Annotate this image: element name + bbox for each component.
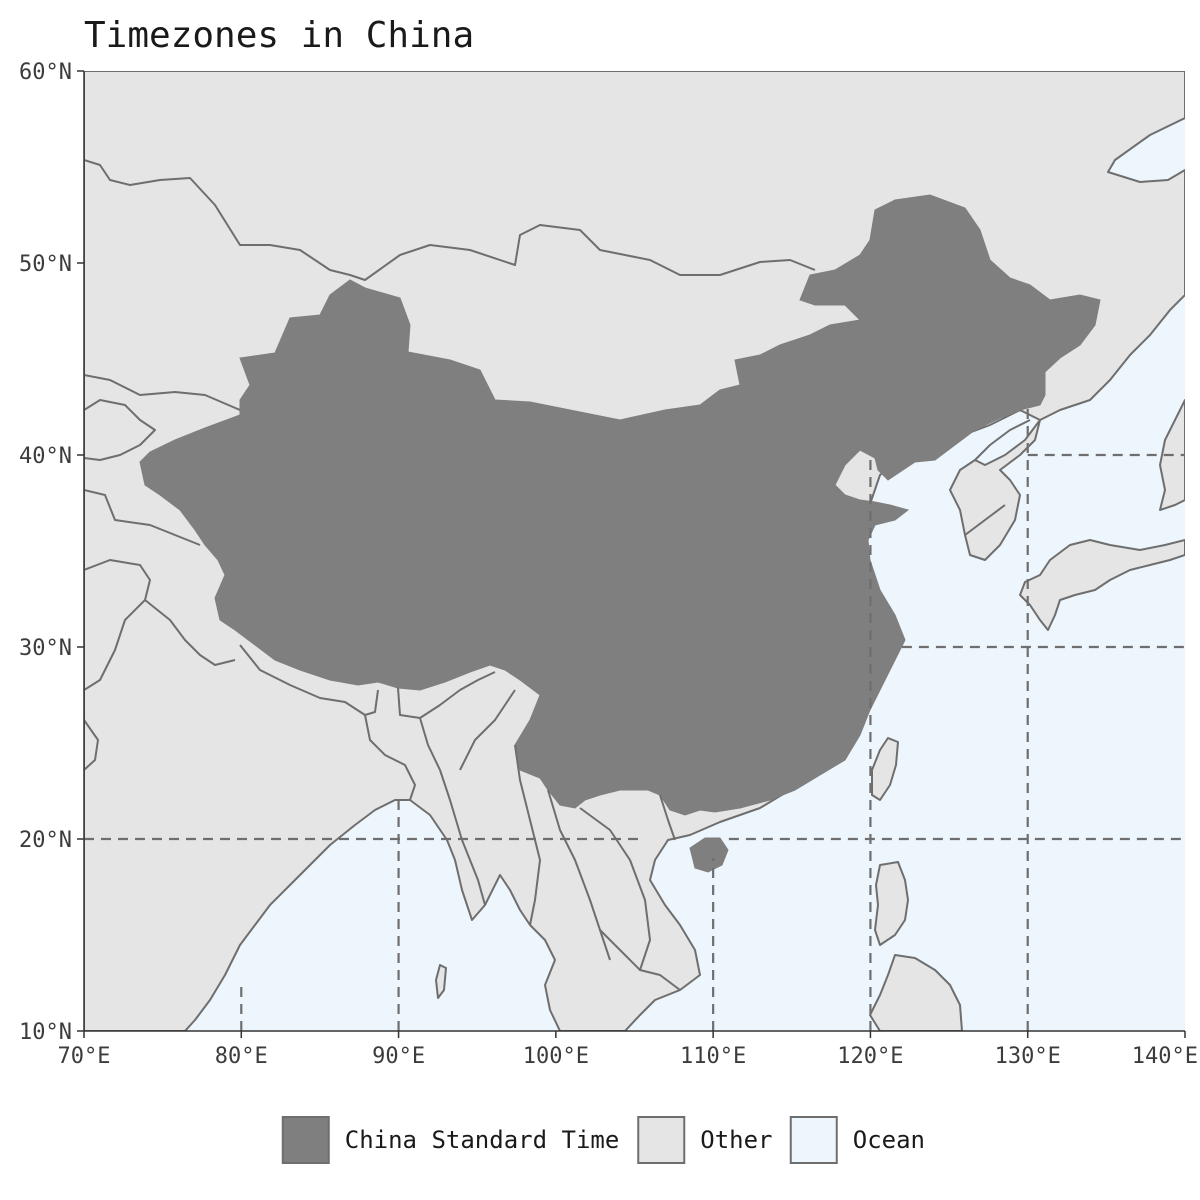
lon-tick-label: 70°E <box>58 1044 111 1069</box>
lon-tick-label: 80°E <box>215 1044 268 1069</box>
lon-tick-label: 90°E <box>372 1044 425 1069</box>
land-andaman <box>435 964 447 999</box>
legend-label: Ocean <box>853 1126 925 1154</box>
legend-label: Other <box>700 1126 772 1154</box>
lat-tick-label: 40°N <box>19 444 72 469</box>
land-hainan <box>689 837 729 873</box>
land-philippines-visayas <box>869 954 963 1031</box>
lat-tick-label: 30°N <box>19 636 72 661</box>
land-philippines-luzon <box>874 861 909 946</box>
lon-tick-label: 110°E <box>680 1044 746 1069</box>
land-taiwan <box>871 737 899 801</box>
map-title: Timezones in China <box>84 15 475 56</box>
legend-label: China Standard Time <box>345 1126 620 1154</box>
land-japan <box>1019 539 1185 631</box>
lon-tick-label: 120°E <box>837 1044 903 1069</box>
lon-tick-label: 130°E <box>995 1044 1061 1069</box>
lat-tick-label: 10°N <box>19 1020 72 1045</box>
timezone-boundaries <box>84 407 1185 1031</box>
legend-swatch <box>281 1116 330 1164</box>
lon-tick-label: 100°E <box>523 1044 589 1069</box>
lat-tick-label: 60°N <box>19 60 72 85</box>
legend: China Standard Time Other Ocean <box>281 1116 925 1164</box>
lat-tick-label: 20°N <box>19 828 72 853</box>
country-borders <box>84 159 1031 991</box>
land-china <box>139 194 1101 816</box>
map-axes: 60°N 50°N 40°N 30°N 20°N 10°N 70°E 80°E 90°E 100… <box>19 60 1198 1069</box>
legend-swatch <box>789 1116 838 1164</box>
legend-swatch <box>637 1116 686 1164</box>
lon-tick-label: 140°E <box>1132 1044 1198 1069</box>
lat-tick-label: 50°N <box>19 252 72 277</box>
